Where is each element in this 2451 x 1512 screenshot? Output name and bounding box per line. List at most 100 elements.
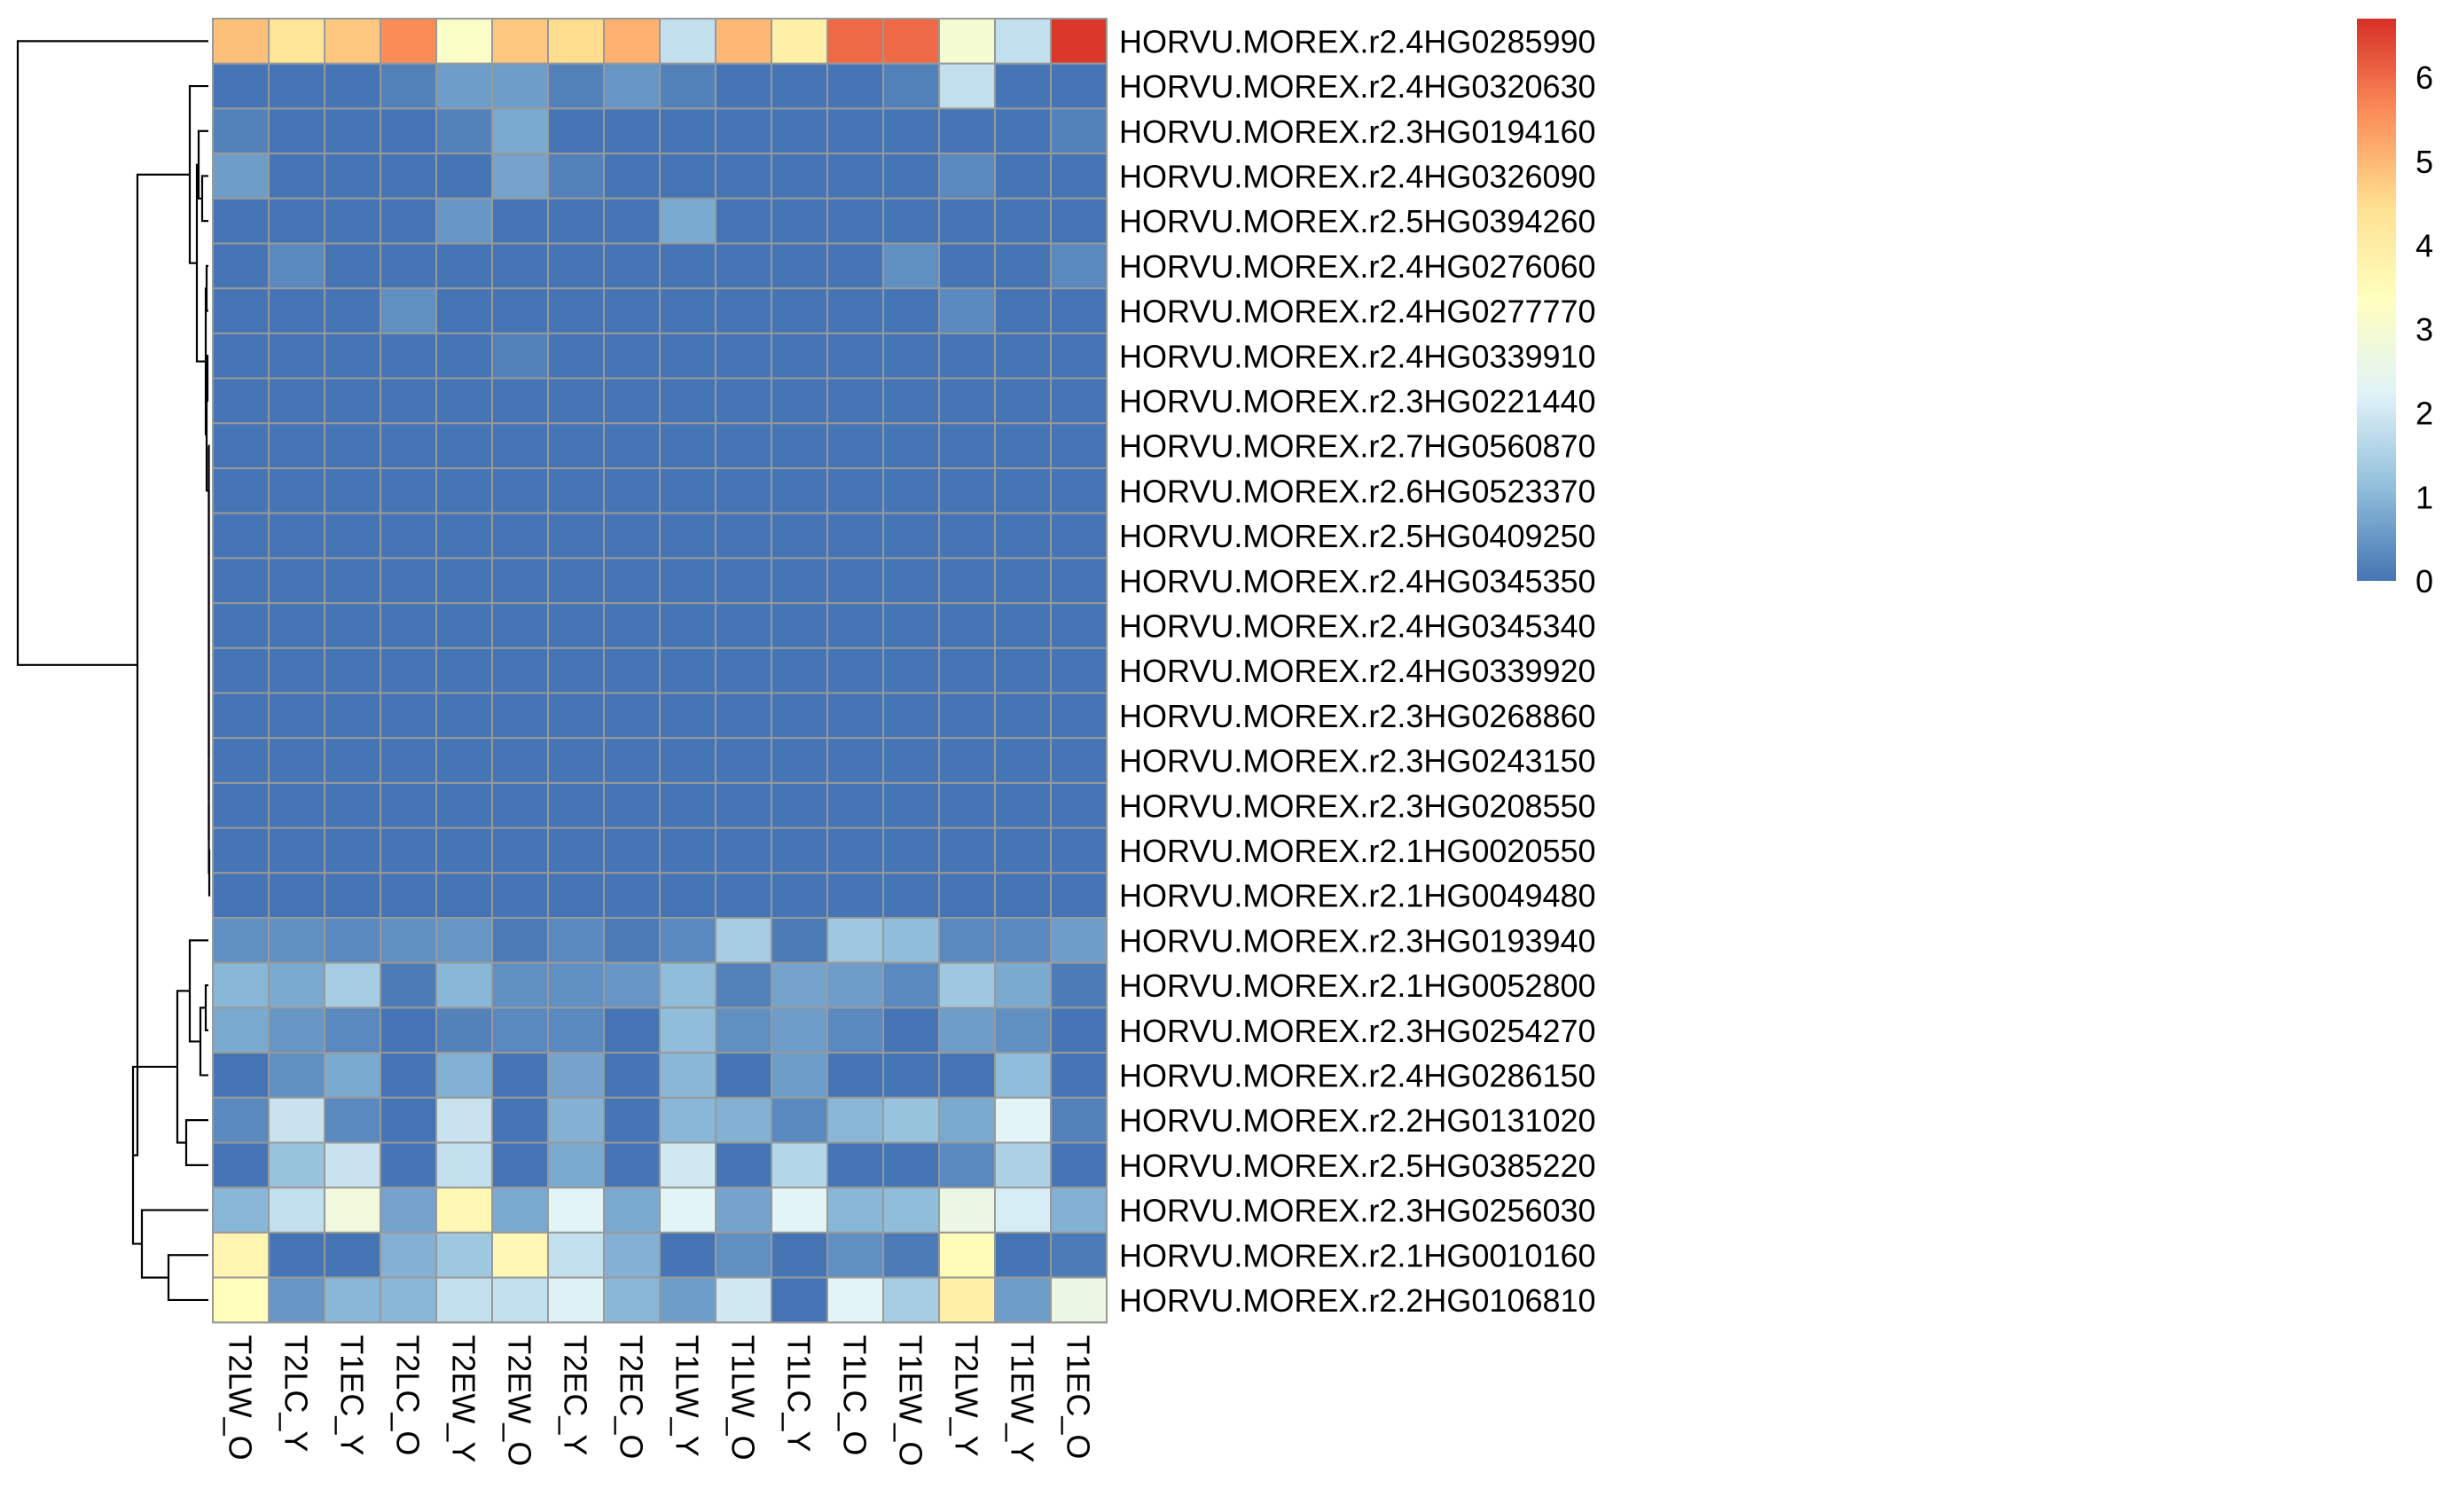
heatmap-cell <box>882 692 940 740</box>
heatmap-cell <box>547 1141 605 1189</box>
heatmap-cell <box>435 1187 493 1234</box>
heatmap-cell <box>435 961 493 1009</box>
heatmap-cell <box>603 1231 661 1279</box>
heatmap-cell <box>435 422 493 469</box>
heatmap-frame <box>212 18 1108 1324</box>
heatmap-cell <box>212 781 270 829</box>
heatmap-cell <box>771 961 828 1009</box>
column-label: T1LW_Y <box>670 1335 706 1456</box>
heatmap-cell <box>491 467 549 514</box>
heatmap-cell <box>380 287 437 334</box>
heatmap-cell <box>1050 1052 1108 1099</box>
heatmap-cell <box>603 422 661 469</box>
row-label: HORVU.MOREX.r2.5HG0409250 <box>1119 518 1596 554</box>
heatmap-cell <box>826 287 884 334</box>
heatmap-cell <box>435 197 493 245</box>
heatmap-cell <box>659 422 717 469</box>
heatmap-cell <box>826 827 884 874</box>
heatmap-cell <box>771 602 828 649</box>
heatmap-cell <box>435 557 493 605</box>
heatmap-cell <box>547 287 605 334</box>
heatmap-cell <box>491 422 549 469</box>
dendrogram-branch <box>200 175 208 223</box>
heatmap-cell <box>324 1096 381 1144</box>
heatmap-cell <box>212 287 270 334</box>
heatmap-cell <box>547 917 605 964</box>
heatmap-cell <box>659 692 717 740</box>
heatmap-cell <box>826 332 884 380</box>
heatmap-cell <box>491 332 549 380</box>
heatmap-cell <box>994 18 1052 65</box>
heatmap-cell <box>659 602 717 649</box>
heatmap-cell <box>659 917 717 964</box>
heatmap-cell <box>882 197 940 245</box>
heatmap-cell <box>491 287 549 334</box>
heatmap-cell <box>715 602 772 649</box>
heatmap-cell <box>938 646 996 694</box>
heatmap-cell <box>715 512 772 560</box>
heatmap-cell <box>994 1007 1052 1054</box>
heatmap-cell <box>547 872 605 919</box>
heatmap-cell <box>268 1276 325 1324</box>
heatmap-cell <box>603 646 661 694</box>
heatmap-cell <box>659 1276 717 1324</box>
heatmap-cell <box>380 332 437 380</box>
heatmap-cell <box>212 377 270 425</box>
heatmap-cell <box>826 153 884 200</box>
dendrogram-branch <box>205 264 208 312</box>
column-label: T1LW_O <box>725 1335 762 1460</box>
heatmap-cell <box>380 18 437 65</box>
heatmap-cell <box>715 197 772 245</box>
column-label: T2EC_Y <box>558 1335 594 1455</box>
heatmap-cell <box>324 646 381 694</box>
heatmap-cell <box>603 1096 661 1144</box>
heatmap-cell <box>659 512 717 560</box>
heatmap-cell <box>659 557 717 605</box>
heatmap-cell <box>659 1141 717 1189</box>
heatmap-cell <box>1050 287 1108 334</box>
heatmap-cell <box>435 1231 493 1279</box>
heatmap-cell <box>324 692 381 740</box>
row-label: HORVU.MOREX.r2.3HG0194160 <box>1119 114 1596 150</box>
heatmap-cell <box>826 512 884 560</box>
heatmap-cell <box>715 917 772 964</box>
heatmap-cell <box>268 153 325 200</box>
heatmap-cell <box>547 422 605 469</box>
heatmap-cell <box>268 827 325 874</box>
heatmap-cell <box>882 422 940 469</box>
heatmap-cell <box>882 107 940 155</box>
heatmap-cell <box>603 602 661 649</box>
heatmap-cell <box>380 467 437 514</box>
heatmap-cell <box>1050 1187 1108 1234</box>
heatmap-cell <box>882 961 940 1009</box>
heatmap-cell <box>268 692 325 740</box>
heatmap-cell <box>938 827 996 874</box>
heatmap-cell <box>547 602 605 649</box>
heatmap-cell <box>994 872 1052 919</box>
heatmap-cell <box>771 1052 828 1099</box>
heatmap-cell <box>324 287 381 334</box>
dendrogram-branch <box>131 1065 177 1245</box>
heatmap-cell <box>435 737 493 784</box>
heatmap-cell <box>212 646 270 694</box>
heatmap-cell <box>771 692 828 740</box>
heatmap-cell <box>659 332 717 380</box>
column-labels: T2LW_O T2LC_Y T1EC_Y T2LC_O T2EW_Y T2EW_O T2EC… <box>223 1335 1097 1466</box>
heatmap-cell <box>435 646 493 694</box>
dendrogram-branch <box>16 40 208 666</box>
heatmap-cell <box>435 287 493 334</box>
heatmap-cell <box>603 917 661 964</box>
heatmap-cell <box>268 1187 325 1234</box>
heatmap-cell <box>547 557 605 605</box>
heatmap-cell <box>659 287 717 334</box>
heatmap-cell <box>826 917 884 964</box>
heatmap-cell <box>938 1007 996 1054</box>
heatmap-cell <box>994 107 1052 155</box>
heatmap-cell <box>212 512 270 560</box>
heatmap-cell <box>771 1007 828 1054</box>
heatmap-cell <box>268 646 325 694</box>
heatmap-cell <box>491 737 549 784</box>
heatmap-cell <box>715 1231 772 1279</box>
heatmap-cell <box>491 692 549 740</box>
heatmap-cell <box>1050 917 1108 964</box>
